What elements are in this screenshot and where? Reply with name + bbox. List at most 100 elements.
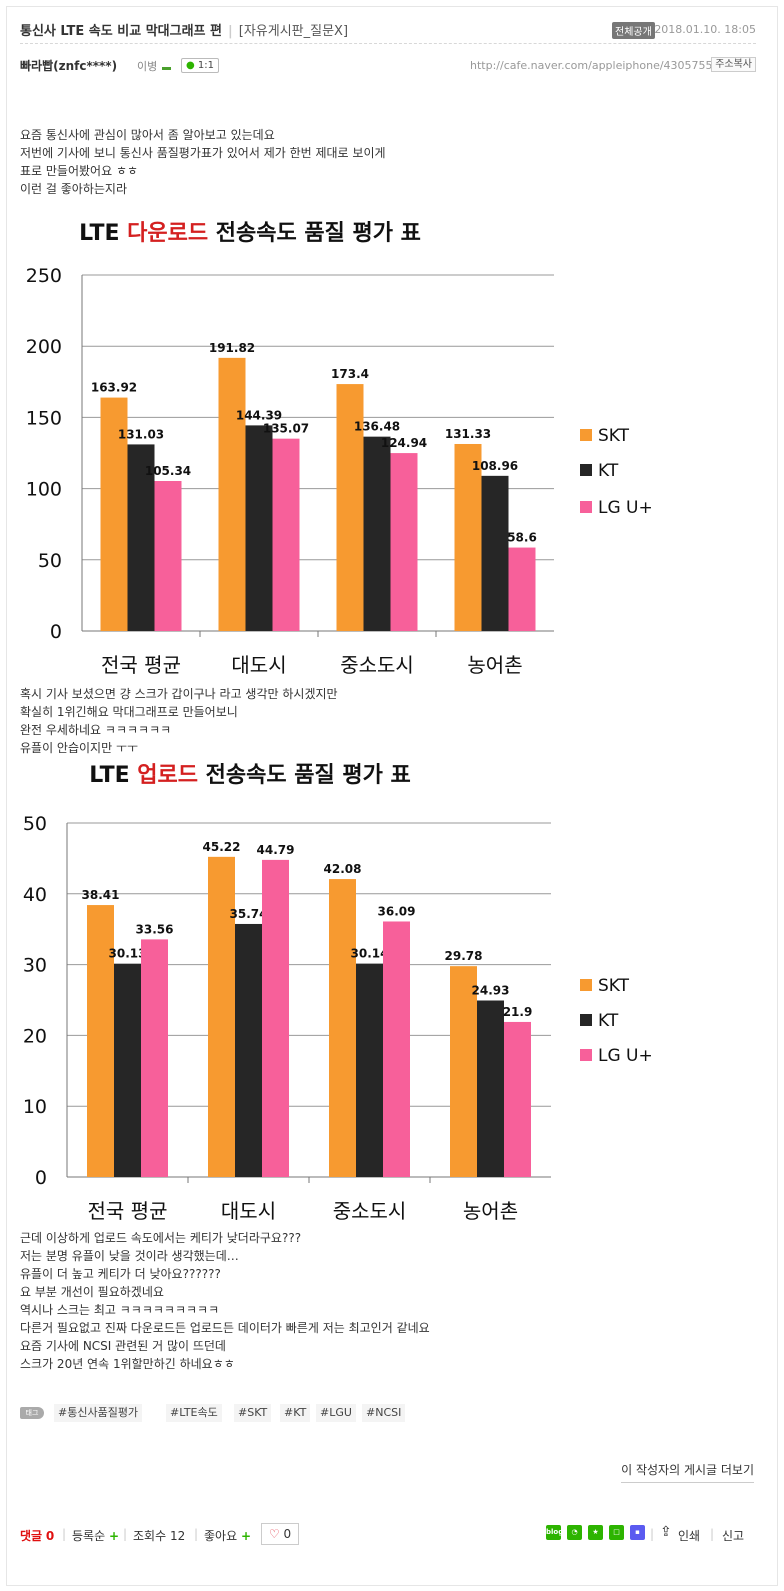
paragraph-line: 스크가 20년 연속 1위할만하긴 하네요ㅎㅎ [20, 1357, 235, 1371]
comment-toggle[interactable]: 댓글 0 [20, 1527, 54, 1544]
y-tick-label: 20 [23, 1025, 47, 1047]
tag-item[interactable]: #SKT [234, 1404, 272, 1422]
paragraph-line: 요 부분 개선이 필요하겠네요 [20, 1285, 164, 1299]
data-label: 35.74 [230, 907, 268, 921]
blog-share-icon[interactable]: blog [546, 1525, 563, 1540]
like-button[interactable]: ♡ 0 [261, 1523, 299, 1545]
bar [141, 939, 168, 1177]
bar [154, 480, 182, 631]
y-tick-label: 0 [35, 1167, 47, 1189]
comment-label: 댓글 [20, 1529, 43, 1543]
chat-label: 1:1 [197, 60, 215, 71]
y-tick-label: 0 [50, 621, 62, 643]
title-divider: | [228, 24, 233, 39]
tag-item[interactable]: #KT [280, 1404, 311, 1422]
print-button[interactable]: 인쇄 [678, 1529, 701, 1543]
views-count: 12 [169, 1529, 186, 1543]
chart-title-highlight: 업로드 [137, 763, 198, 788]
x-category-label: 대도시 [221, 1199, 276, 1223]
paragraph-line: 유플이 안습이지만 ㅜㅜ [20, 741, 139, 755]
bar [272, 438, 300, 631]
chart-title: LTE 업로드 전송속도 품질 평가 표 [89, 763, 411, 788]
footer-divider: | [62, 1527, 67, 1541]
heart-icon: ♡ [268, 1527, 280, 1541]
legend-label: SKT [598, 976, 630, 996]
data-label: 45.22 [203, 840, 241, 854]
legend-swatch [580, 429, 592, 441]
like-count: 0 [283, 1527, 292, 1541]
paragraph-line: 유플이 더 높고 케티가 더 낮아요?????? [20, 1267, 221, 1281]
bar [336, 384, 364, 631]
data-label: 173.4 [331, 367, 369, 381]
legend-label: KT [598, 461, 619, 481]
post-header: 통신사 LTE 속도 비교 막대그래프 편 | [자유게시판_질문X] 전체공개 2… [20, 20, 756, 44]
sort-label: 등록순 [72, 1529, 106, 1543]
legend-swatch [580, 979, 592, 991]
y-tick-label: 50 [38, 550, 62, 572]
paragraph-line: 근데 이상하게 업로드 속도에서는 케티가 낮더라구요??? [20, 1231, 302, 1245]
data-label: 29.78 [445, 949, 483, 963]
data-label: 105.34 [145, 464, 191, 478]
legend-label: SKT [598, 426, 630, 446]
like-label-button[interactable]: 좋아요 + [204, 1527, 251, 1544]
post-url[interactable]: http://cafe.naver.com/appleiphone/430575… [470, 59, 713, 72]
bar [127, 444, 155, 631]
sort-button[interactable]: 등록순 + [72, 1527, 119, 1544]
data-label: 33.56 [136, 922, 174, 936]
data-label: 44.79 [257, 843, 295, 857]
x-category-label: 대도시 [231, 653, 286, 677]
post-date: 2018.01.10. 18:05 [654, 23, 756, 36]
tag-item[interactable]: #LTE속도 [166, 1404, 222, 1422]
speech-bubble-icon: ● [186, 60, 195, 71]
bar [329, 879, 356, 1177]
paragraph-line: 혹시 기사 보셨으면 걍 스크가 갑이구나 라고 생각만 하시겠지만 [20, 687, 338, 701]
more-posts-link[interactable]: 이 작성자의 게시글 더보기 [621, 1461, 754, 1483]
y-tick-label: 250 [26, 265, 62, 287]
bar [114, 963, 141, 1177]
data-label: 38.41 [82, 888, 120, 902]
y-tick-label: 200 [26, 336, 62, 358]
paragraph-line: 다른거 필요없고 진짜 다운로드든 업로드든 데이터가 빠른게 저는 최고인거 … [20, 1321, 430, 1335]
footer-divider: | [650, 1527, 655, 1541]
data-label: 135.07 [263, 422, 309, 436]
star-share-icon[interactable]: ★ [588, 1525, 603, 1540]
chart-title-prefix: LTE [79, 221, 127, 246]
bar [450, 966, 477, 1177]
author-name[interactable]: 빠라빱(znfc****) [20, 59, 118, 73]
copy-url-button[interactable]: 주소복사 [711, 57, 756, 72]
chart-title: LTE 다운로드 전송속도 품질 평가 표 [79, 221, 421, 246]
chat-button[interactable]: ● 1:1 [181, 58, 220, 73]
author-row: 빠라빱(znfc****) 이병 ● 1:1 http://cafe.naver… [20, 57, 756, 77]
chat-share-icon[interactable]: ◔ [567, 1525, 582, 1540]
band-share-icon[interactable]: ▪ [630, 1525, 645, 1540]
data-label: 144.39 [236, 408, 282, 422]
bar [508, 547, 536, 631]
x-category-label: 농어촌 [463, 1199, 518, 1223]
board-link[interactable]: [자유게시판_질문X] [238, 24, 349, 39]
data-label: 36.09 [378, 904, 416, 918]
legend-swatch [580, 464, 592, 476]
download-speed-chart: LTE 다운로드 전송속도 품질 평가 표 0 50 100 150 200 250 전국 평… [26, 221, 653, 677]
bar [454, 443, 482, 631]
paragraph-line: 요즘 통신사에 관심이 많아서 좀 알아보고 있는데요 [20, 128, 275, 142]
share-icon[interactable]: ⇪ [660, 1524, 672, 1540]
square-share-icon[interactable]: □ [609, 1525, 624, 1540]
tag-item[interactable]: #NCSI [362, 1404, 406, 1422]
y-tick-label: 30 [23, 955, 47, 977]
bar [481, 475, 509, 631]
tag-item[interactable]: #LGU [316, 1404, 356, 1422]
bar [504, 1021, 531, 1177]
paragraph-line: 표로 만들어봤어요 ㅎㅎ [20, 164, 139, 178]
paragraph-line: 역시나 스크는 최고 ㅋㅋㅋㅋㅋㅋㅋㅋㅋ [20, 1303, 220, 1317]
bar [87, 905, 114, 1177]
legend-label: LG U+ [598, 498, 653, 518]
paragraph-line: 저는 분명 유플이 낮을 것이라 생각했는데… [20, 1249, 239, 1263]
report-button[interactable]: 신고 [722, 1529, 745, 1543]
post-title: 통신사 LTE 속도 비교 막대그래프 편 | [자유게시판_질문X] [20, 20, 348, 39]
chart-title-highlight: 다운로드 [127, 221, 208, 246]
data-label: 191.82 [209, 341, 255, 355]
tag-item[interactable]: #통신사품질평가 [54, 1404, 143, 1422]
tag-icon: 태그 [20, 1407, 44, 1419]
upload-speed-chart: LTE 업로드 전송속도 품질 평가 표 0 10 20 30 40 50 전국 평균 38.4… [23, 763, 653, 1223]
bar [356, 963, 383, 1177]
